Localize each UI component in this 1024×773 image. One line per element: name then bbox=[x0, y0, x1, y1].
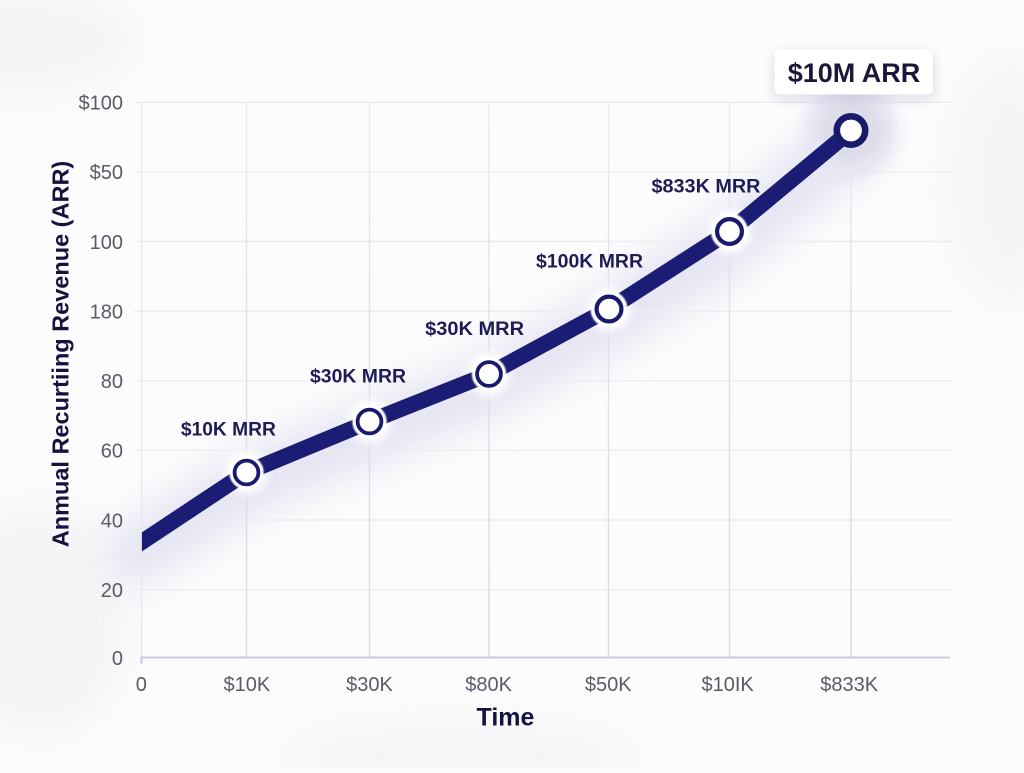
svg-text:180: 180 bbox=[90, 302, 123, 324]
svg-text:$30K MRR: $30K MRR bbox=[425, 319, 524, 340]
svg-text:100: 100 bbox=[90, 232, 123, 254]
svg-text:$80K: $80K bbox=[465, 674, 512, 696]
svg-text:$10K MRR: $10K MRR bbox=[181, 420, 276, 441]
svg-text:80: 80 bbox=[101, 371, 123, 393]
svg-text:$833K MRR: $833K MRR bbox=[652, 176, 761, 197]
svg-text:$833K: $833K bbox=[820, 674, 878, 696]
svg-text:$10M ARR: $10M ARR bbox=[788, 58, 921, 88]
svg-text:$100K MRR: $100K MRR bbox=[536, 252, 643, 273]
svg-text:40: 40 bbox=[101, 510, 123, 532]
svg-text:$50: $50 bbox=[90, 162, 123, 184]
svg-text:$50K: $50K bbox=[585, 674, 632, 696]
svg-text:Time: Time bbox=[477, 704, 535, 732]
svg-text:$10K: $10K bbox=[224, 674, 271, 696]
svg-text:Anmual Recurtiing Revenue (ARR: Anmual Recurtiing Revenue (ARR) bbox=[48, 161, 74, 548]
svg-text:$30K MRR: $30K MRR bbox=[310, 367, 406, 388]
svg-text:20: 20 bbox=[101, 580, 123, 602]
svg-text:$100: $100 bbox=[79, 93, 124, 115]
svg-text:60: 60 bbox=[101, 441, 123, 463]
svg-text:0: 0 bbox=[112, 648, 123, 670]
svg-text:$30K: $30K bbox=[346, 674, 393, 696]
svg-text:0: 0 bbox=[136, 674, 147, 696]
svg-text:$10IK: $10IK bbox=[701, 674, 754, 696]
